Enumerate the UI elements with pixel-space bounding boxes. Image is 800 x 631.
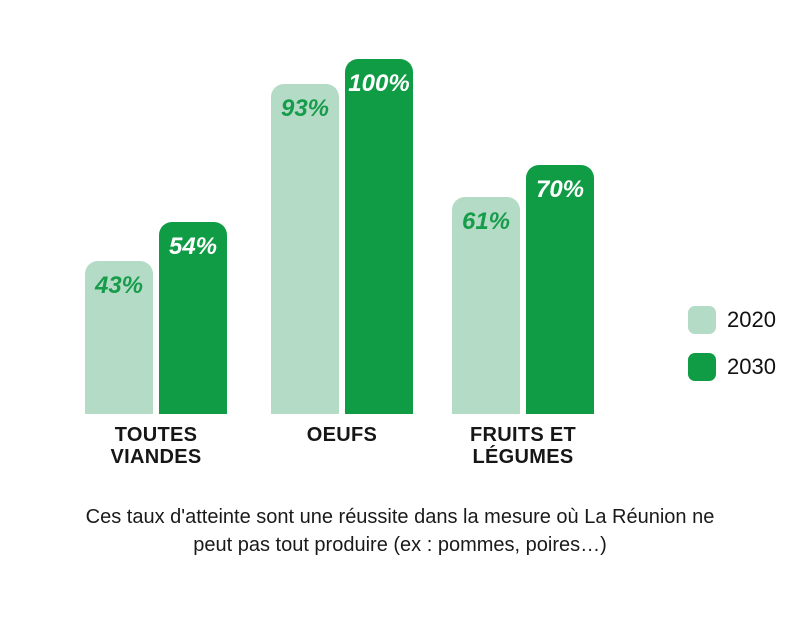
bar-2020-fruits-et-l-gumes: 61% — [452, 197, 520, 414]
bar-value-label: 54% — [168, 233, 218, 260]
chart-caption: Ces taux d'atteinte sont une réussite da… — [0, 503, 800, 559]
category-label: OEUFS — [306, 424, 378, 446]
bar-2020-oeufs: 93% — [271, 84, 339, 414]
legend-swatch-2020 — [688, 306, 716, 334]
legend-label-2020: 2020 — [727, 307, 776, 332]
bar-value-label: 43% — [94, 272, 144, 299]
chart-caption-text: Ces taux d'atteinte sont une réussite da… — [85, 506, 715, 556]
bar-value-label: 100% — [348, 70, 410, 97]
legend-label-2030: 2030 — [727, 354, 776, 379]
legend-swatch-2030 — [688, 353, 716, 381]
bar-2030-oeufs: 100% — [345, 59, 413, 414]
bar-value-label: 93% — [280, 95, 330, 122]
bar-2030-fruits-et-l-gumes: 70% — [526, 165, 594, 414]
bar-value-label: 70% — [535, 176, 585, 203]
category-label: TOUTES VIANDES — [110, 424, 202, 468]
bar-2030-toutes-viandes: 54% — [159, 222, 227, 414]
legend: 2020 2030 — [688, 306, 776, 400]
legend-item-2030: 2030 — [688, 353, 776, 381]
category-label: FRUITS ET LÉGUMES — [469, 424, 577, 468]
bar-2020-toutes-viandes: 43% — [85, 261, 153, 414]
legend-item-2020: 2020 — [688, 306, 776, 334]
bar-value-label: 61% — [461, 208, 511, 235]
